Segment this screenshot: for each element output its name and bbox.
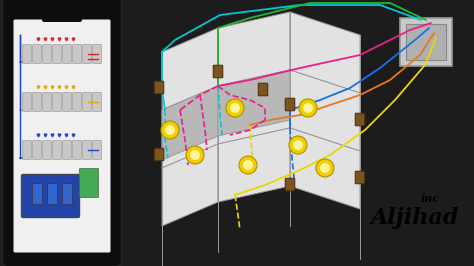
Polygon shape [162,86,218,168]
FancyBboxPatch shape [23,93,31,111]
FancyBboxPatch shape [63,141,71,159]
FancyBboxPatch shape [355,113,365,126]
Circle shape [289,136,307,154]
Circle shape [190,150,200,160]
FancyBboxPatch shape [82,141,91,159]
FancyBboxPatch shape [13,19,110,252]
Polygon shape [406,24,446,60]
FancyBboxPatch shape [23,45,31,63]
FancyBboxPatch shape [43,141,51,159]
FancyBboxPatch shape [47,184,57,205]
FancyBboxPatch shape [21,174,80,218]
FancyBboxPatch shape [63,45,71,63]
FancyBboxPatch shape [154,81,164,94]
FancyBboxPatch shape [33,45,41,63]
Polygon shape [290,128,360,209]
FancyBboxPatch shape [355,171,365,184]
FancyBboxPatch shape [53,141,61,159]
FancyBboxPatch shape [23,141,31,159]
Polygon shape [218,70,290,144]
Circle shape [293,140,303,150]
FancyBboxPatch shape [63,93,71,111]
FancyBboxPatch shape [285,98,295,111]
Polygon shape [162,28,218,110]
FancyBboxPatch shape [93,141,101,159]
FancyBboxPatch shape [82,45,91,63]
Circle shape [299,99,317,117]
Polygon shape [400,18,452,66]
Circle shape [186,146,204,164]
FancyBboxPatch shape [33,184,43,205]
FancyBboxPatch shape [73,45,82,63]
Polygon shape [290,70,360,151]
FancyBboxPatch shape [80,168,99,197]
FancyBboxPatch shape [258,83,268,96]
FancyBboxPatch shape [33,93,41,111]
Text: Aljihad: Aljihad [371,207,459,229]
Circle shape [320,163,330,173]
Polygon shape [218,12,290,86]
FancyBboxPatch shape [93,93,101,111]
FancyBboxPatch shape [33,141,41,159]
FancyBboxPatch shape [63,184,73,205]
FancyBboxPatch shape [154,148,164,161]
FancyBboxPatch shape [53,45,61,63]
Circle shape [230,103,240,113]
Circle shape [239,156,257,174]
Polygon shape [162,86,218,160]
Polygon shape [218,70,290,136]
Circle shape [316,159,334,177]
Circle shape [243,160,253,170]
FancyBboxPatch shape [2,0,122,266]
FancyBboxPatch shape [73,93,82,111]
Circle shape [303,103,313,113]
Circle shape [165,125,175,135]
FancyBboxPatch shape [93,45,101,63]
FancyBboxPatch shape [285,178,295,191]
Polygon shape [218,128,290,202]
FancyBboxPatch shape [82,93,91,111]
Circle shape [226,99,244,117]
FancyBboxPatch shape [73,141,82,159]
FancyBboxPatch shape [42,9,82,22]
Circle shape [161,121,179,139]
FancyBboxPatch shape [53,93,61,111]
Polygon shape [162,144,218,226]
FancyBboxPatch shape [43,93,51,111]
FancyBboxPatch shape [213,65,223,78]
Text: inc: inc [420,193,439,203]
FancyBboxPatch shape [43,45,51,63]
Polygon shape [290,12,360,93]
